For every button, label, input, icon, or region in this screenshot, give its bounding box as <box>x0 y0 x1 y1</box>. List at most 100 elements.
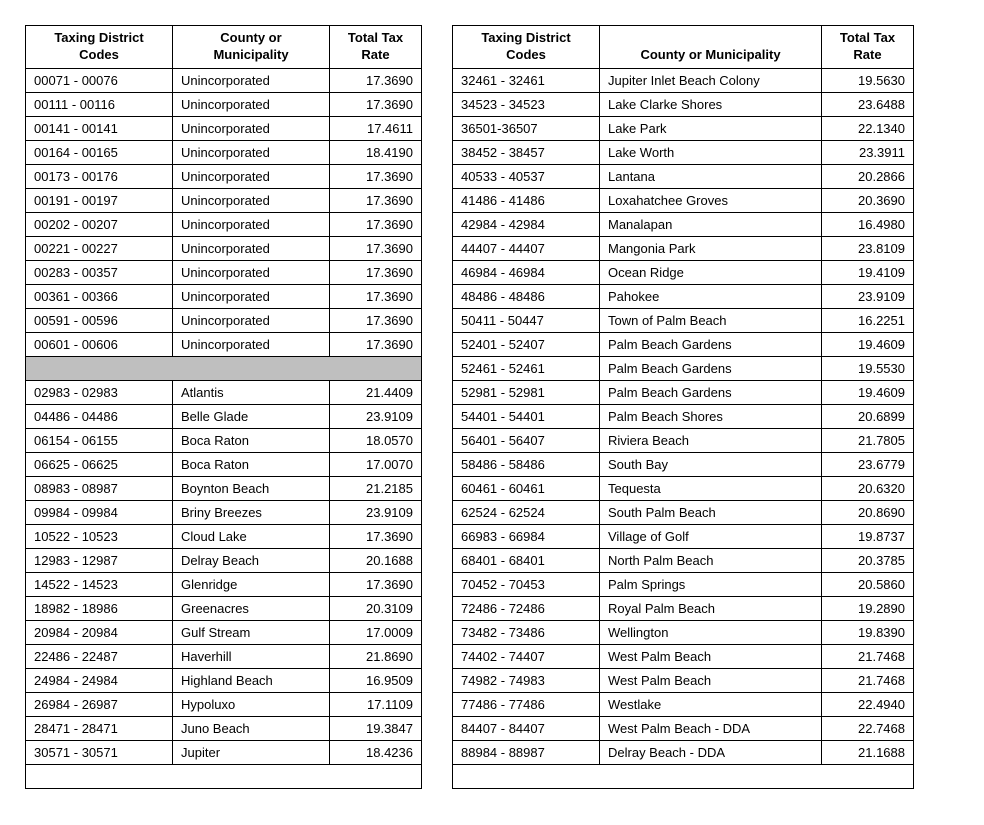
rate-cell: 21.1688 <box>822 740 914 764</box>
muni-cell: Boca Raton <box>173 452 330 476</box>
code-cell: 00071 - 00076 <box>26 68 173 92</box>
rate-cell: 22.1340 <box>822 116 914 140</box>
muni-cell: Boca Raton <box>173 428 330 452</box>
code-cell: 00164 - 00165 <box>26 140 173 164</box>
muni-cell: Gulf Stream <box>173 620 330 644</box>
muni-cell: Palm Beach Gardens <box>600 332 822 356</box>
rate-cell: 20.3109 <box>330 596 422 620</box>
muni-cell: Atlantis <box>173 380 330 404</box>
code-cell: 20984 - 20984 <box>26 620 173 644</box>
muni-cell: Unincorporated <box>173 68 330 92</box>
table-row: 22486 - 22487Haverhill21.8690 <box>26 644 422 668</box>
table-row: 12983 - 12987Delray Beach20.1688 <box>26 548 422 572</box>
code-cell: 00283 - 00357 <box>26 260 173 284</box>
table-row: 06625 - 06625Boca Raton17.0070 <box>26 452 422 476</box>
table-row: 00141 - 00141Unincorporated17.4611 <box>26 116 422 140</box>
rate-cell: 17.4611 <box>330 116 422 140</box>
header-muni: County or Municipality <box>173 26 330 69</box>
tables-container: Taxing District Codes County or Municipa… <box>25 25 959 789</box>
muni-cell: Briny Breezes <box>173 500 330 524</box>
code-cell: 00173 - 00176 <box>26 164 173 188</box>
code-cell: 30571 - 30571 <box>26 740 173 764</box>
muni-cell: Town of Palm Beach <box>600 308 822 332</box>
rate-cell: 17.3690 <box>330 212 422 236</box>
table-row: 14522 - 14523Glenridge17.3690 <box>26 572 422 596</box>
table-row: 73482 - 73486Wellington19.8390 <box>453 620 914 644</box>
muni-cell: Glenridge <box>173 572 330 596</box>
code-cell: 52461 - 52461 <box>453 356 600 380</box>
rate-cell: 23.6488 <box>822 92 914 116</box>
code-cell: 00191 - 00197 <box>26 188 173 212</box>
table-row: 54401 - 54401Palm Beach Shores20.6899 <box>453 404 914 428</box>
code-cell: 62524 - 62524 <box>453 500 600 524</box>
muni-cell: Unincorporated <box>173 332 330 356</box>
table-row: 06154 - 06155Boca Raton18.0570 <box>26 428 422 452</box>
table-row: 74982 - 74983West Palm Beach21.7468 <box>453 668 914 692</box>
rate-cell: 22.4940 <box>822 692 914 716</box>
code-cell: 22486 - 22487 <box>26 644 173 668</box>
code-cell: 00221 - 00227 <box>26 236 173 260</box>
rate-cell: 23.9109 <box>330 404 422 428</box>
code-cell: 41486 - 41486 <box>453 188 600 212</box>
table-header-row: Taxing District Codes County or Municipa… <box>453 26 914 69</box>
table-row: 58486 - 58486South Bay23.6779 <box>453 452 914 476</box>
table-row: 02983 - 02983Atlantis21.4409 <box>26 380 422 404</box>
table-row: 00202 - 00207Unincorporated17.3690 <box>26 212 422 236</box>
code-cell: 32461 - 32461 <box>453 68 600 92</box>
table-row: 20984 - 20984Gulf Stream17.0009 <box>26 620 422 644</box>
rate-cell: 17.3690 <box>330 332 422 356</box>
code-cell: 12983 - 12987 <box>26 548 173 572</box>
rate-cell: 17.3690 <box>330 68 422 92</box>
rate-cell: 21.7805 <box>822 428 914 452</box>
rate-cell: 20.6899 <box>822 404 914 428</box>
rate-cell: 21.7468 <box>822 644 914 668</box>
muni-cell: Unincorporated <box>173 212 330 236</box>
code-cell: 50411 - 50447 <box>453 308 600 332</box>
table-row: 50411 - 50447Town of Palm Beach16.2251 <box>453 308 914 332</box>
code-cell: 56401 - 56407 <box>453 428 600 452</box>
table-row: 00173 - 00176Unincorporated17.3690 <box>26 164 422 188</box>
rate-cell: 19.4109 <box>822 260 914 284</box>
table-header-row: Taxing District Codes County or Municipa… <box>26 26 422 69</box>
header-rate: Total Tax Rate <box>330 26 422 69</box>
rate-cell: 17.3690 <box>330 308 422 332</box>
muni-cell: Riviera Beach <box>600 428 822 452</box>
muni-cell: Cloud Lake <box>173 524 330 548</box>
code-cell: 52981 - 52981 <box>453 380 600 404</box>
code-cell: 00361 - 00366 <box>26 284 173 308</box>
code-cell: 54401 - 54401 <box>453 404 600 428</box>
header-rate: Total Tax Rate <box>822 26 914 69</box>
table-row: 00071 - 00076Unincorporated17.3690 <box>26 68 422 92</box>
rate-cell: 21.4409 <box>330 380 422 404</box>
rate-cell: 17.3690 <box>330 260 422 284</box>
muni-cell: Highland Beach <box>173 668 330 692</box>
rate-cell: 21.2185 <box>330 476 422 500</box>
muni-cell: West Palm Beach <box>600 668 822 692</box>
table-row: 34523 - 34523Lake Clarke Shores23.6488 <box>453 92 914 116</box>
table-row: 41486 - 41486Loxahatchee Groves20.3690 <box>453 188 914 212</box>
table-row: 52401 - 52407Palm Beach Gardens19.4609 <box>453 332 914 356</box>
muni-cell: Royal Palm Beach <box>600 596 822 620</box>
table-row: 32461 - 32461Jupiter Inlet Beach Colony1… <box>453 68 914 92</box>
code-cell: 42984 - 42984 <box>453 212 600 236</box>
table-row: 00191 - 00197Unincorporated17.3690 <box>26 188 422 212</box>
muni-cell: Lake Clarke Shores <box>600 92 822 116</box>
header-codes: Taxing District Codes <box>26 26 173 69</box>
code-cell: 00601 - 00606 <box>26 332 173 356</box>
muni-cell: Haverhill <box>173 644 330 668</box>
code-cell: 14522 - 14523 <box>26 572 173 596</box>
rate-cell: 17.1109 <box>330 692 422 716</box>
rate-cell: 23.8109 <box>822 236 914 260</box>
spacer-cell <box>26 764 422 788</box>
muni-cell: Unincorporated <box>173 116 330 140</box>
muni-cell: Unincorporated <box>173 284 330 308</box>
table-row: 60461 - 60461Tequesta20.6320 <box>453 476 914 500</box>
rate-cell: 19.4609 <box>822 332 914 356</box>
rate-cell: 20.2866 <box>822 164 914 188</box>
rate-cell: 16.4980 <box>822 212 914 236</box>
muni-cell: Westlake <box>600 692 822 716</box>
muni-cell: North Palm Beach <box>600 548 822 572</box>
code-cell: 44407 - 44407 <box>453 236 600 260</box>
code-cell: 00141 - 00141 <box>26 116 173 140</box>
spacer-row <box>26 356 422 380</box>
